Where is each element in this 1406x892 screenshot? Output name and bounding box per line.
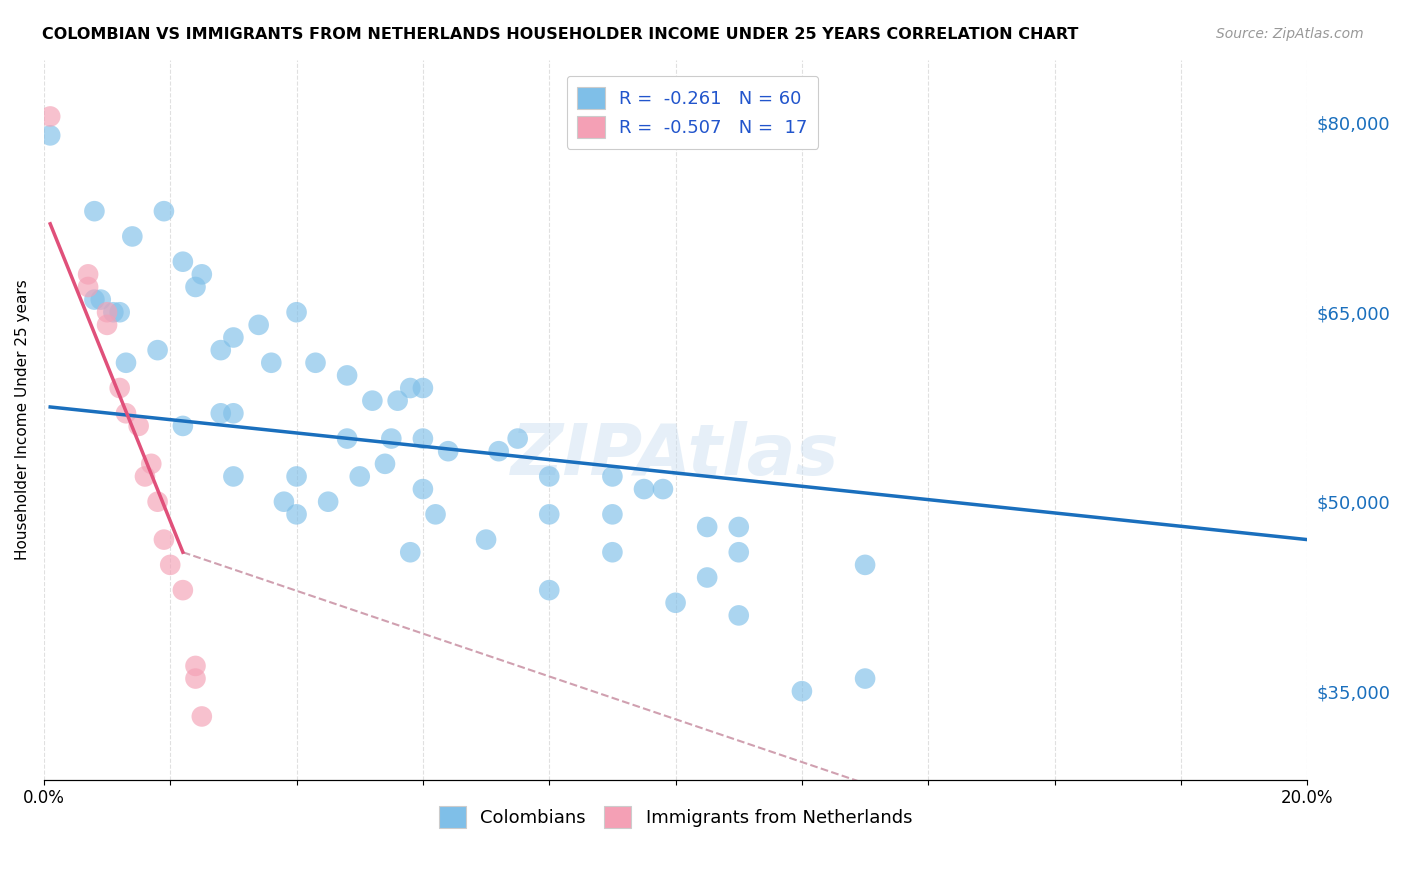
Point [108, 305, 131, 319]
Text: ZIPAtlas: ZIPAtlas [512, 421, 839, 490]
Point [506, 432, 529, 446]
Point [247, 318, 270, 332]
Point [146, 494, 169, 508]
Text: Source: ZipAtlas.com: Source: ZipAtlas.com [1216, 27, 1364, 41]
Legend: Colombians, Immigrants from Netherlands: Colombians, Immigrants from Netherlands [432, 799, 920, 836]
Point [727, 545, 749, 559]
Point [153, 204, 176, 219]
Point [77, 280, 100, 294]
Point [191, 709, 214, 723]
Point [633, 482, 655, 496]
Point [184, 659, 207, 673]
Point [146, 343, 169, 358]
Point [103, 305, 125, 319]
Point [83, 204, 105, 219]
Point [727, 520, 749, 534]
Text: COLOMBIAN VS IMMIGRANTS FROM NETHERLANDS HOUSEHOLDER INCOME UNDER 25 YEARS CORRE: COLOMBIAN VS IMMIGRANTS FROM NETHERLANDS… [42, 27, 1078, 42]
Point [374, 457, 396, 471]
Point [209, 343, 232, 358]
Point [602, 469, 624, 483]
Point [387, 393, 409, 408]
Point [77, 268, 100, 282]
Point [108, 381, 131, 395]
Point [285, 305, 308, 319]
Point [96, 305, 118, 319]
Point [184, 280, 207, 294]
Point [696, 570, 718, 584]
Point [260, 356, 283, 370]
Point [696, 520, 718, 534]
Point [115, 356, 138, 370]
Point [285, 469, 308, 483]
Point [90, 293, 112, 307]
Point [475, 533, 498, 547]
Point [172, 583, 194, 598]
Point [538, 469, 561, 483]
Y-axis label: Householder Income Under 25 years: Householder Income Under 25 years [15, 279, 30, 560]
Point [361, 393, 384, 408]
Point [222, 330, 245, 344]
Point [39, 110, 62, 124]
Point [336, 432, 359, 446]
Point [665, 596, 688, 610]
Point [380, 432, 402, 446]
Point [790, 684, 813, 698]
Point [652, 482, 675, 496]
Point [437, 444, 460, 458]
Point [412, 432, 434, 446]
Point [222, 406, 245, 420]
Point [853, 558, 876, 572]
Point [399, 545, 422, 559]
Point [399, 381, 422, 395]
Point [209, 406, 232, 420]
Point [222, 469, 245, 483]
Point [184, 672, 207, 686]
Point [121, 229, 143, 244]
Point [602, 545, 624, 559]
Point [412, 482, 434, 496]
Point [425, 508, 447, 522]
Point [727, 608, 749, 623]
Point [191, 268, 214, 282]
Point [488, 444, 510, 458]
Point [172, 254, 194, 268]
Point [83, 293, 105, 307]
Point [349, 469, 371, 483]
Point [538, 583, 561, 598]
Point [412, 381, 434, 395]
Point [172, 418, 194, 433]
Point [141, 457, 163, 471]
Point [602, 508, 624, 522]
Point [153, 533, 176, 547]
Point [159, 558, 181, 572]
Point [538, 508, 561, 522]
Point [96, 318, 118, 332]
Point [304, 356, 326, 370]
Point [39, 128, 62, 143]
Point [128, 418, 150, 433]
Point [316, 494, 339, 508]
Point [853, 672, 876, 686]
Point [285, 508, 308, 522]
Point [134, 469, 156, 483]
Point [273, 494, 295, 508]
Point [115, 406, 138, 420]
Point [336, 368, 359, 383]
